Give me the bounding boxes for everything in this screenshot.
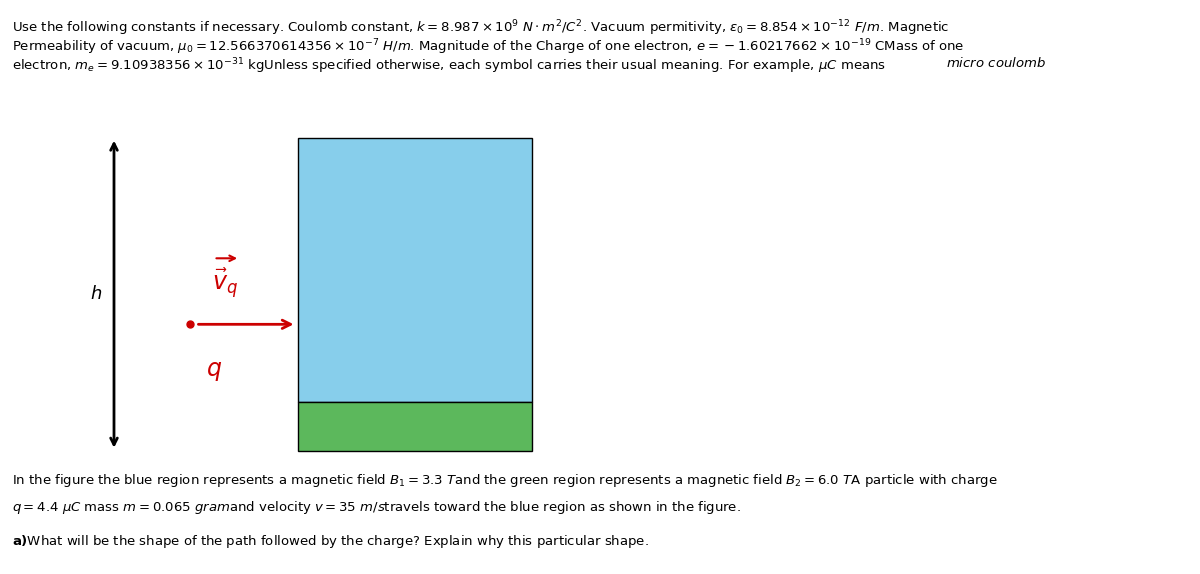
Text: $\vec{v}_q$: $\vec{v}_q$ (212, 267, 239, 301)
Text: $q$: $q$ (206, 359, 222, 383)
Text: electron, $m_e = 9.10938356 \times 10^{-31}$ kgUnless specified otherwise, each : electron, $m_e = 9.10938356 \times 10^{-… (12, 56, 887, 76)
Text: Permeability of vacuum, $\mu_0 = 12.566370614356 \times 10^{-7}\ H/m$. Magnitude: Permeability of vacuum, $\mu_0 = 12.5663… (12, 37, 965, 57)
Text: $\bf{a)}$What will be the shape of the path followed by the charge? Explain why : $\bf{a)}$What will be the shape of the p… (12, 533, 649, 550)
Text: $h$: $h$ (90, 285, 102, 303)
Text: In the figure the blue region represents a magnetic field $B_1 = 3.3\ T$and the : In the figure the blue region represents… (12, 472, 997, 489)
Bar (298, 138, 532, 402)
Text: $q = 4.4\ \mu C$ mass $m = 0.065\ gram$and velocity $v = 35\ m/s$travels toward : $q = 4.4\ \mu C$ mass $m = 0.065\ gram$a… (12, 499, 740, 517)
Text: Use the following constants if necessary. Coulomb constant, $k = 8.987 \times 10: Use the following constants if necessary… (12, 18, 949, 38)
Text: $\bf{\it{micro\ coulomb}}$: $\bf{\it{micro\ coulomb}}$ (946, 56, 1045, 70)
Bar (298, 402, 532, 451)
